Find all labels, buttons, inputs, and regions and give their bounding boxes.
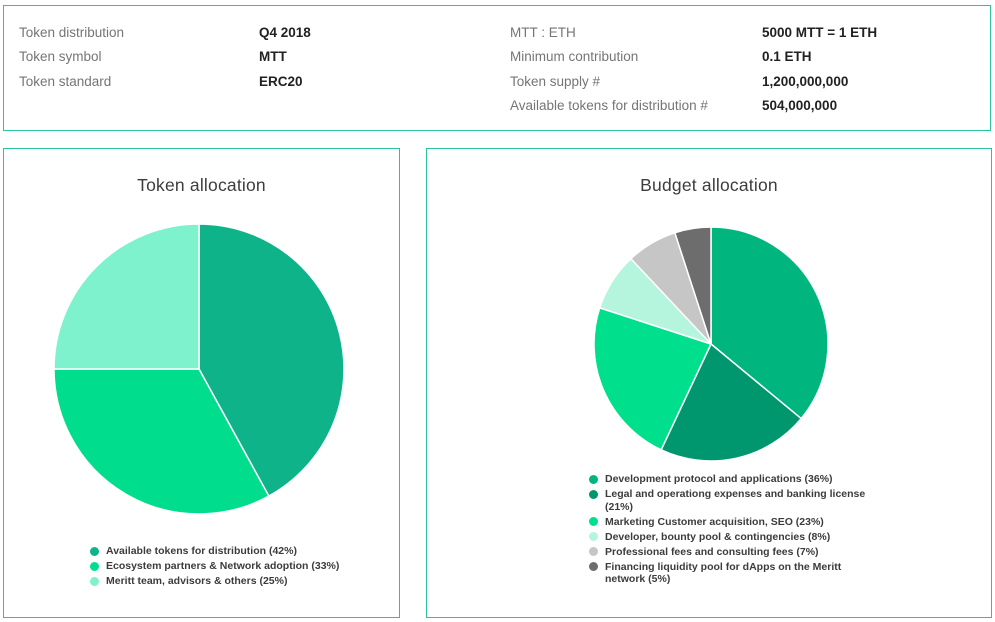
legend-label: Professional fees and consulting fees (7… (605, 545, 819, 558)
info-column-left: Token distribution Q4 2018 Token symbol … (19, 20, 311, 94)
legend-dot (90, 546, 99, 556)
legend-label: Development protocol and applications (3… (605, 473, 833, 485)
legend-dot (589, 517, 598, 526)
info-column-right: MTT : ETH 5000 MTT = 1 ETH Minimum contr… (510, 20, 877, 118)
info-value: 504,000,000 (762, 98, 838, 114)
info-value: ERC20 (259, 73, 303, 89)
pie-slice (198, 223, 345, 497)
info-label: MTT : ETH (510, 24, 576, 40)
info-value: MTT (259, 49, 287, 65)
legend-label: Financing liquidity pool for dApps on th… (605, 560, 842, 586)
pie-chart (53, 223, 345, 515)
info-value: 0.1 ETH (762, 49, 812, 65)
legend-dot (90, 561, 99, 571)
chart-legend: Available tokens for distribution (42%) E… (90, 545, 390, 590)
chart-title: Token allocation (137, 175, 266, 195)
legend-dot (589, 489, 598, 499)
legend-label: Ecosystem partners & Network adoption (3… (106, 560, 340, 572)
legend-label: Legal and operationg expenses and bankin… (605, 488, 866, 513)
legend-dot (589, 474, 598, 484)
legend-item: Developer, bounty pool & contingencies (… (589, 531, 889, 544)
info-value: 5000 MTT = 1 ETH (762, 24, 878, 40)
legend-label: Marketing Customer acquisition, SEO (23%… (605, 515, 824, 528)
pie-slice (53, 223, 200, 370)
legend-item: Available tokens for distribution (42%) (90, 545, 390, 558)
legend-item: Development protocol and applications (3… (589, 473, 889, 486)
legend-dot (90, 576, 99, 586)
info-row: Token distribution Q4 2018 (19, 20, 311, 45)
legend-item: Ecosystem partners & Network adoption (3… (90, 560, 390, 573)
pie-slice (710, 226, 829, 420)
legend-label: Meritt team, advisors & others (25%) (106, 575, 288, 587)
info-row: Minimum contribution 0.1 ETH (510, 45, 877, 70)
info-label: Minimum contribution (510, 49, 639, 65)
info-label: Token standard (19, 73, 112, 89)
legend-label: Available tokens for distribution (42%) (106, 545, 297, 557)
info-label: Token distribution (19, 24, 125, 40)
legend-item: Meritt team, advisors & others (25%) (90, 575, 390, 588)
legend-item: Professional fees and consulting fees (7… (589, 546, 889, 559)
chart-legend: Development protocol and applications (3… (589, 473, 889, 588)
pie-slice (660, 343, 802, 462)
pie-slice (593, 307, 712, 451)
info-value: 1,200,000,000 (762, 73, 849, 89)
pie-chart (593, 226, 829, 462)
pie-slice (53, 368, 270, 515)
token-allocation-card: Token allocation Available tokens for di… (3, 148, 400, 618)
info-row: Token standard ERC20 (19, 69, 311, 94)
chart-title: Budget allocation (640, 175, 778, 195)
info-value: Q4 2018 (259, 24, 311, 40)
token-info-panel: Token distribution Q4 2018 Token symbol … (3, 5, 991, 131)
legend-dot (589, 547, 598, 556)
pie-slice (674, 226, 712, 345)
info-label: Token symbol (19, 49, 102, 65)
info-label: Available tokens for distribution # (510, 98, 708, 114)
info-row: Token supply # 1,200,000,000 (510, 69, 877, 94)
info-row: Available tokens for distribution # 504,… (510, 94, 877, 119)
info-label: Token supply # (510, 73, 601, 89)
legend-item: Legal and operationg expenses and bankin… (589, 488, 889, 513)
legend-item: Financing liquidity pool for dApps on th… (589, 561, 889, 586)
legend-dot (589, 532, 598, 541)
legend-label: Developer, bounty pool & contingencies (… (605, 530, 831, 543)
info-row: Token symbol MTT (19, 45, 311, 70)
legend-dot (589, 562, 598, 571)
legend-item: Marketing Customer acquisition, SEO (23%… (589, 516, 889, 529)
info-row: MTT : ETH 5000 MTT = 1 ETH (510, 20, 877, 45)
budget-allocation-card: Budget allocation Development protocol a… (426, 148, 992, 618)
